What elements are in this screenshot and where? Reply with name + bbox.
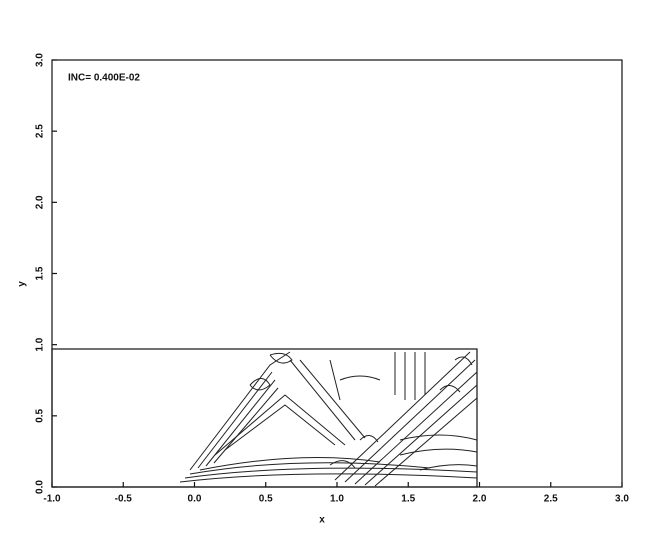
contour-line xyxy=(214,359,366,456)
x-tick-label: 2.5 xyxy=(544,494,558,505)
contours xyxy=(51,348,478,488)
contour-line xyxy=(334,351,478,487)
y-tick-label: 1.5 xyxy=(35,266,46,280)
y-tick-label: 2.5 xyxy=(35,124,46,138)
annotation: INC= 0.400E-02 xyxy=(68,73,140,84)
x-tick-label: -1.0 xyxy=(43,494,61,505)
plot-frame xyxy=(51,59,623,488)
x-tick-label: 0.0 xyxy=(188,494,202,505)
x-tick-label: 3.0 xyxy=(615,494,629,505)
contour-line xyxy=(179,457,478,483)
y-axis-label: y xyxy=(17,281,28,287)
y-tick-label: 0.5 xyxy=(35,408,46,422)
x-axis-label: x xyxy=(319,515,325,526)
domain-box xyxy=(51,348,478,488)
y-tick-label: 1.0 xyxy=(35,337,46,351)
y-tick-label: 0.0 xyxy=(35,480,46,494)
x-tick-label: -0.5 xyxy=(115,494,133,505)
contour-line xyxy=(329,352,478,471)
x-tick-label: 0.5 xyxy=(259,494,273,505)
contour-line xyxy=(189,351,291,471)
contour-line xyxy=(249,352,473,469)
y-tick-label: 2.0 xyxy=(35,195,46,209)
x-tick-label: 2.0 xyxy=(473,494,487,505)
y-tick-label: 3.0 xyxy=(35,53,46,67)
x-tick-label: 1.0 xyxy=(330,494,344,505)
x-tick-label: 1.5 xyxy=(401,494,415,505)
